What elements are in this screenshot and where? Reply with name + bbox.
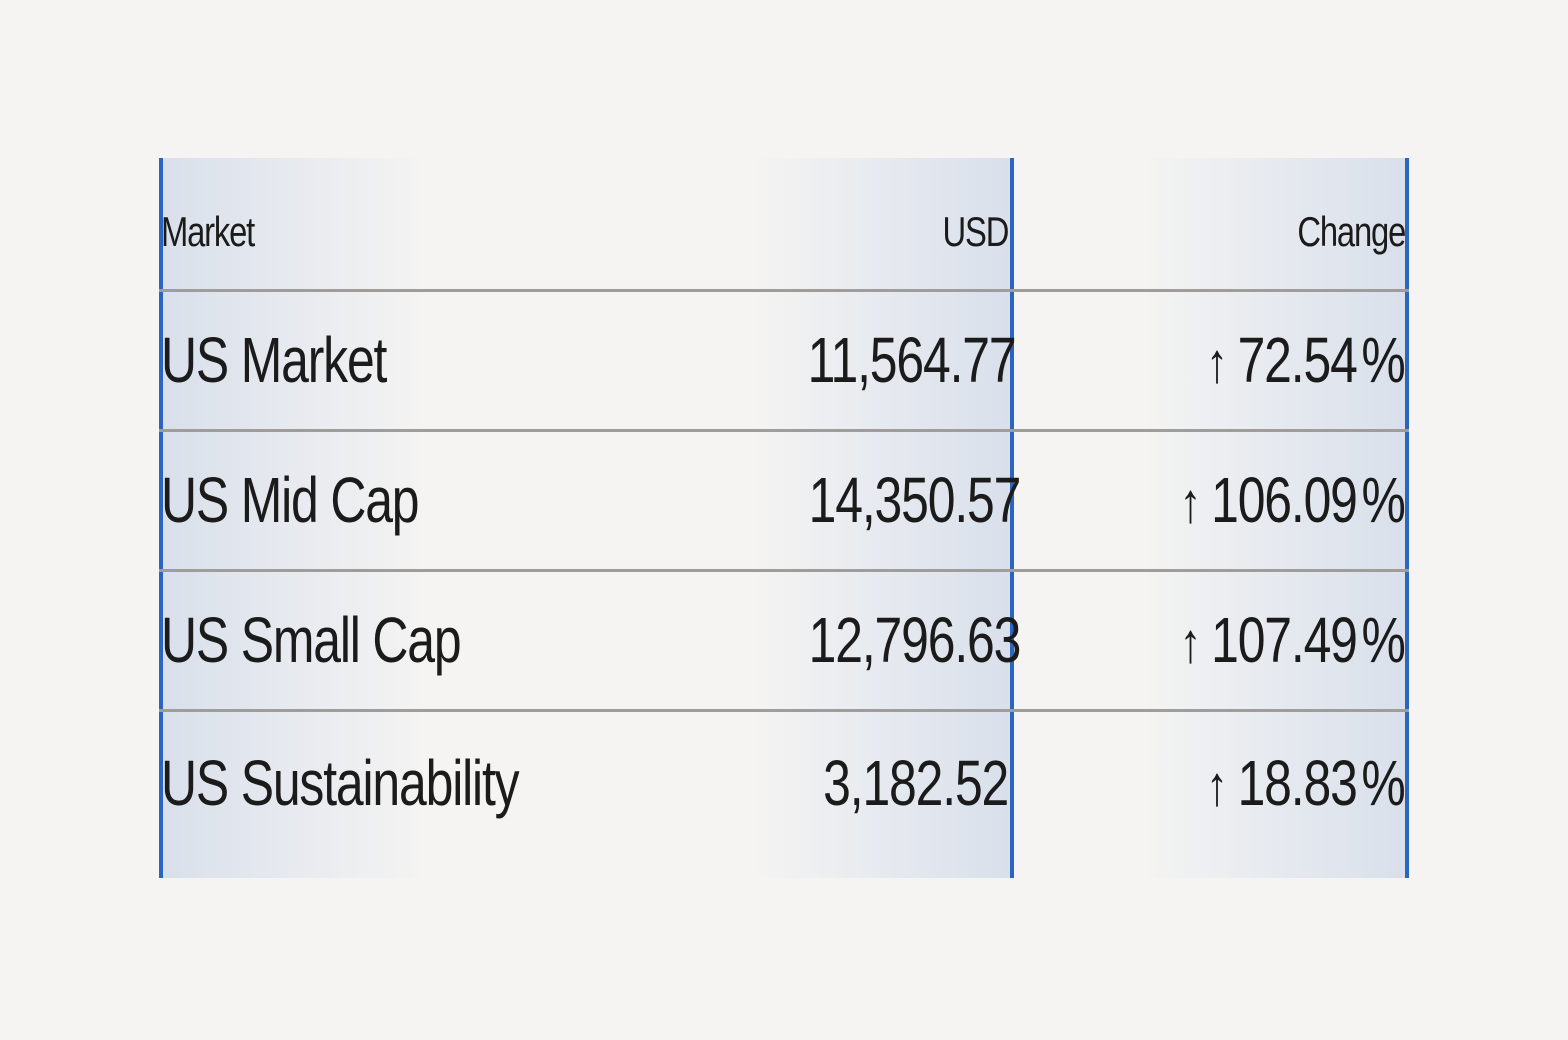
table-row: US Mid Cap 14,350.57 ↑ 106.09% [159,430,1409,572]
table-row: US Market 11,564.77 ↑ 72.54% [159,290,1409,432]
percent-sign: % [1361,464,1406,536]
usd-value-cell: 3,182.52 [823,746,1009,819]
market-table-container: Market USD Change US Market 11,564.77 ↑ 7… [159,158,1409,878]
arrow-up-icon: ↑ [1179,471,1202,534]
percent-sign: % [1361,746,1406,819]
arrow-up-icon: ↑ [1206,753,1228,817]
percent-sign: % [1361,324,1406,396]
usd-value-cell: 12,796.63 [749,570,1021,712]
column-header-change: Change [1012,158,1409,292]
change-value: 106.09 [1211,464,1358,536]
change-cell: ↑ 106.09% [1012,430,1409,572]
arrow-up-icon: ↑ [1179,611,1202,674]
market-name-cell: US Sustainability [161,746,520,819]
market-name-cell: US Mid Cap [159,430,749,572]
change-value: 107.49 [1211,604,1358,676]
change-value: 18.83 [1238,746,1358,819]
change-cell: ↑ 18.83% [1012,710,1409,875]
market-name-cell: US Market [159,290,749,432]
usd-value-cell: 11,564.77 [749,290,1017,432]
percent-sign: % [1361,604,1406,676]
table-row: US Sustainability 3,182.52 ↑ 18.83% [159,710,1409,875]
change-value: 72.54 [1238,324,1358,396]
market-name-cell: US Small Cap [159,570,749,712]
table-header-row: Market USD Change [159,158,1409,292]
usd-value-cell: 14,350.57 [749,430,1021,572]
change-cell: ↑ 72.54% [1012,290,1409,432]
market-table: Market USD Change US Market 11,564.77 ↑ 7… [159,158,1409,875]
change-cell: ↑ 107.49% [1012,570,1409,712]
arrow-up-icon: ↑ [1206,331,1228,394]
column-header-usd: USD [749,158,1012,292]
column-header-market: Market [159,158,749,292]
table-row: US Small Cap 12,796.63 ↑ 107.49% [159,570,1409,712]
